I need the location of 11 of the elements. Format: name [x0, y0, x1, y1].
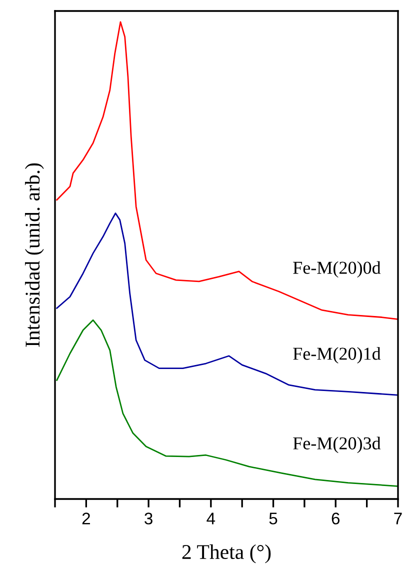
x-tick-label: 4	[206, 512, 216, 524]
x-tick-label: 3	[144, 512, 152, 524]
x-tick-label: 2	[82, 512, 90, 524]
series-label: Fe-M(20)1d	[293, 347, 381, 364]
y-axis-title: Intensidad (unid. arb.)	[24, 163, 44, 347]
series-label: Fe-M(20)0d	[293, 261, 381, 278]
x-axis-title: 2 Theta (°)	[182, 544, 271, 564]
x-tick-label: 5	[269, 512, 278, 524]
x-tick-label: 6	[332, 512, 340, 524]
series-label: Fe-M(20)3d	[293, 436, 381, 454]
x-tick-label: 7	[394, 512, 402, 524]
